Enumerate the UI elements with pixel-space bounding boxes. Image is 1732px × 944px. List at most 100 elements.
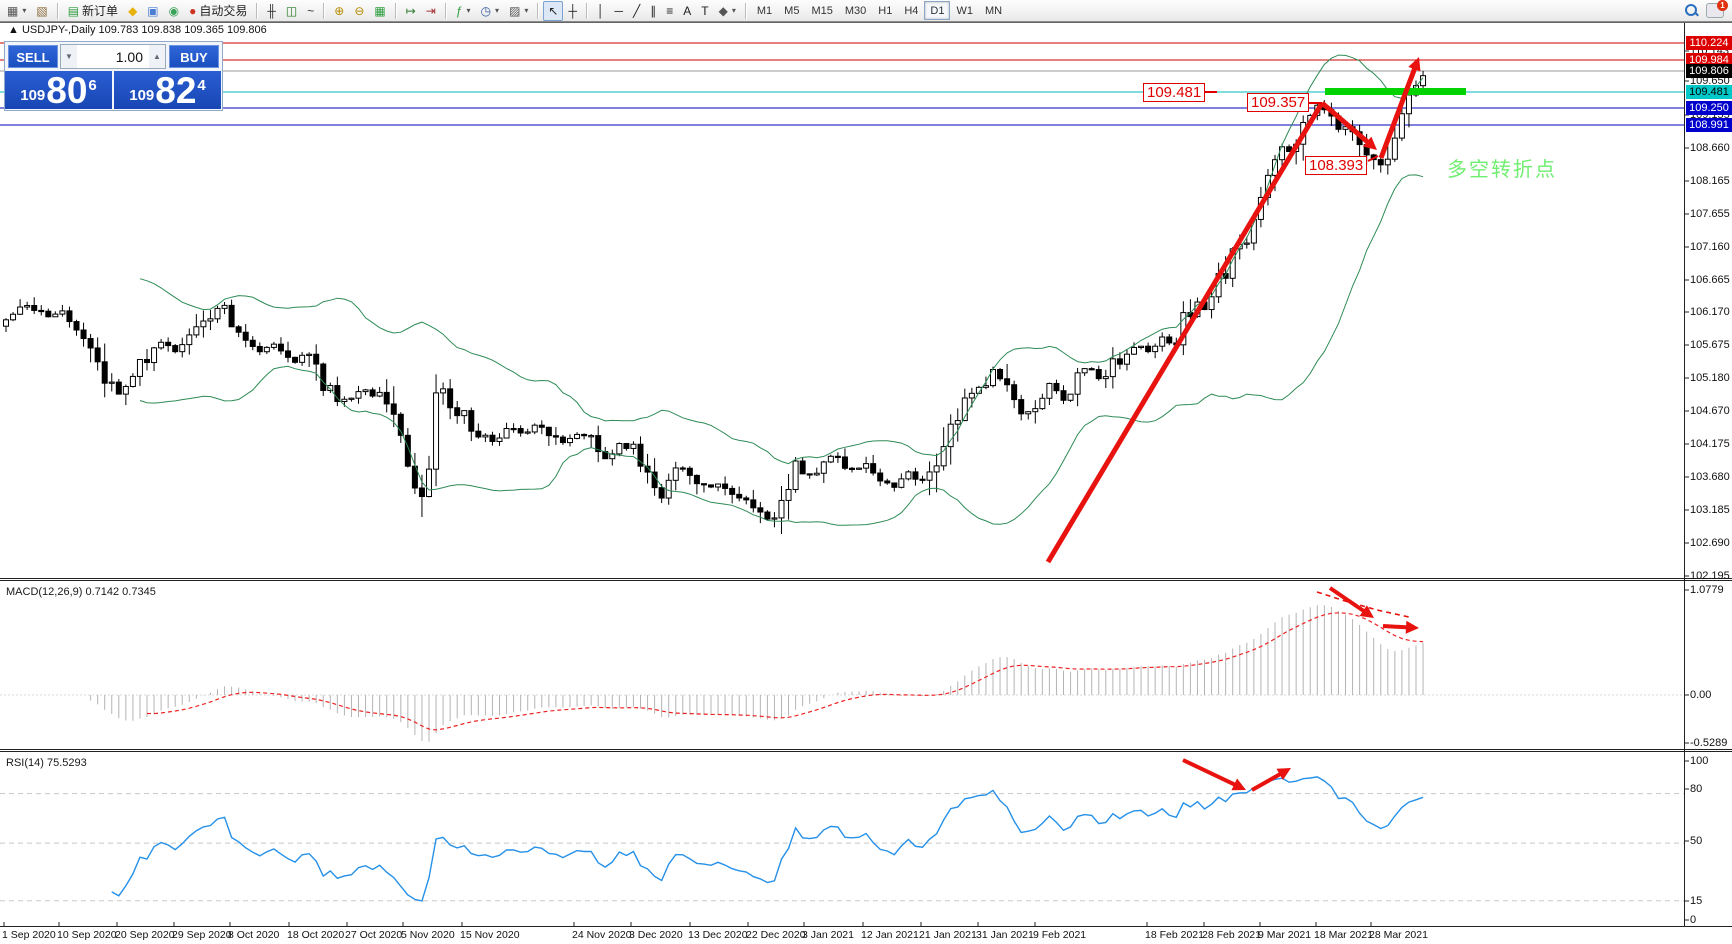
tf-w1-button[interactable]: W1	[950, 1, 979, 20]
candle-body	[94, 347, 101, 363]
sell-price-point: 6	[88, 77, 97, 94]
rsi-scale-tick: 15	[1690, 895, 1703, 907]
crosshair-icon[interactable]: ┼	[563, 1, 582, 21]
candle-body	[186, 334, 193, 346]
draw-shapes-dropdown-icon[interactable]: ▾	[731, 6, 736, 15]
buy-button[interactable]: BUY	[169, 45, 219, 68]
candle-body	[870, 463, 877, 474]
candle-body	[679, 467, 686, 470]
tile-windows-icon[interactable]: ▦	[369, 1, 390, 21]
chat-icon[interactable]: 1	[1706, 0, 1728, 18]
tf-m1-button[interactable]: M1	[751, 1, 778, 20]
candle-body	[827, 455, 834, 463]
rsi-scale-tick: 0	[1690, 914, 1697, 926]
auto-scroll-icon[interactable]: ↦	[401, 1, 421, 21]
autotrading-button[interactable]: ● 自动交易	[184, 1, 252, 21]
candle-body	[10, 313, 17, 321]
indicators-icon[interactable]: ƒ ▾	[451, 1, 476, 21]
zoom-in-icon[interactable]: ⊕	[329, 1, 349, 21]
candle-body	[440, 388, 447, 394]
date-axis-label: 20 Sep 2020	[115, 929, 175, 941]
draw-fibonacci-icon[interactable]: ≡	[661, 1, 678, 21]
date-axis-label: 5 Nov 2020	[401, 929, 455, 941]
candle-body	[517, 427, 524, 434]
macd-scale-tick: 0.00	[1690, 689, 1712, 701]
autotrading-icon: ●	[189, 3, 197, 18]
draw-label-icon[interactable]: T	[696, 1, 713, 21]
macd-annotation-arrow-head	[1359, 605, 1374, 618]
candle-body	[151, 347, 158, 364]
chart-candles-icon[interactable]: ◫	[281, 1, 302, 21]
tile-windows-icon: ▦	[374, 3, 386, 18]
draw-vline-icon[interactable]: │	[592, 1, 610, 21]
indicators-dropdown-icon[interactable]: ▾	[466, 6, 471, 15]
candle-body	[1116, 358, 1123, 365]
draw-vline-icon: │	[597, 3, 605, 18]
tf-d1-button[interactable]: D1	[924, 1, 951, 20]
templates-icon[interactable]: ▨ ▾	[504, 1, 533, 21]
tf-m30-button[interactable]: M30	[839, 1, 872, 20]
draw-trendline-icon[interactable]: ╱	[628, 1, 645, 21]
tf-h4-button[interactable]: H4	[898, 1, 924, 20]
buy-price[interactable]: 109 82 4	[114, 71, 221, 109]
candle-body	[461, 410, 468, 417]
date-axis-label: 24 Nov 2020	[572, 929, 632, 941]
candle-body	[45, 310, 52, 318]
signals-icon[interactable]: ◉	[164, 1, 184, 21]
candle-body	[1159, 336, 1166, 347]
price-axis-tick: 108.165	[1690, 175, 1730, 187]
macd-annotation-arrow-head	[1405, 620, 1419, 634]
tf-mn-button[interactable]: MN	[979, 1, 1008, 20]
new-order-button[interactable]: ▤ 新订单	[63, 1, 123, 21]
price-axis-tick: 108.660	[1690, 142, 1730, 154]
periods-icon[interactable]: ◷ ▾	[476, 1, 505, 21]
draw-shapes-icon[interactable]: ◆ ▾	[714, 1, 741, 21]
candle-body	[863, 463, 870, 469]
search-icon[interactable]	[1685, 4, 1699, 17]
candle-body	[390, 403, 397, 415]
zoom-out-icon[interactable]: ⊖	[349, 1, 369, 21]
chart-bars-icon[interactable]: ╫	[262, 1, 281, 21]
draw-text-icon[interactable]: A	[678, 1, 696, 21]
chart-line-icon[interactable]: ~	[302, 1, 319, 21]
volume-value[interactable]: 1.00	[115, 48, 143, 65]
tf-h1-button[interactable]: H1	[872, 1, 898, 20]
candle-body	[426, 468, 432, 498]
new-chart-icon[interactable]: ▦ ▾	[2, 1, 31, 21]
metaeditor-icon[interactable]: ◆	[123, 1, 142, 21]
rsi-annotation-arrow	[1251, 770, 1285, 792]
chart-profiles-icon[interactable]: ▧	[31, 1, 52, 21]
volume-decrease-button[interactable]: ▼	[61, 45, 77, 68]
candle-body	[447, 388, 454, 409]
terminal-icon[interactable]: ▣	[142, 1, 163, 21]
sell-price-figure: 109	[20, 87, 46, 104]
candle-body	[764, 511, 771, 520]
candle-body	[856, 467, 863, 470]
new-chart-dropdown-icon[interactable]: ▾	[22, 6, 27, 15]
templates-dropdown-icon[interactable]: ▾	[524, 6, 529, 15]
price-tag: 109.806	[1686, 64, 1732, 78]
one-click-trade-panel: SELL ▼ 1.00 ▲ BUY 109 80 6 109 82 4	[4, 41, 223, 111]
volume-increase-button[interactable]: ▲	[149, 45, 165, 68]
periods-dropdown-icon[interactable]: ▾	[495, 6, 500, 15]
bollinger-upper-band	[139, 54, 1424, 465]
candle-body	[129, 375, 136, 387]
draw-hline-icon[interactable]: ─	[610, 1, 629, 21]
price-axis-tick: 107.655	[1690, 208, 1730, 220]
rsi-scale-tick: 80	[1690, 783, 1703, 795]
candle-body	[891, 482, 898, 488]
tf-m5-button[interactable]: M5	[778, 1, 805, 20]
chart-shift-icon[interactable]: ⇥	[421, 1, 441, 21]
tf-m15-button[interactable]: M15	[805, 1, 838, 20]
candle-body	[122, 385, 129, 395]
candle-body	[708, 484, 714, 488]
sell-price[interactable]: 109 80 6	[5, 71, 112, 109]
sell-button[interactable]: SELL	[8, 45, 58, 68]
candle-body	[355, 391, 362, 399]
price-axis-tick: 103.680	[1690, 471, 1730, 483]
candle-body	[221, 304, 228, 309]
candle-body	[799, 460, 806, 475]
cursor-icon[interactable]: ↖	[543, 0, 564, 21]
draw-channel-icon[interactable]: ∥	[645, 1, 661, 21]
